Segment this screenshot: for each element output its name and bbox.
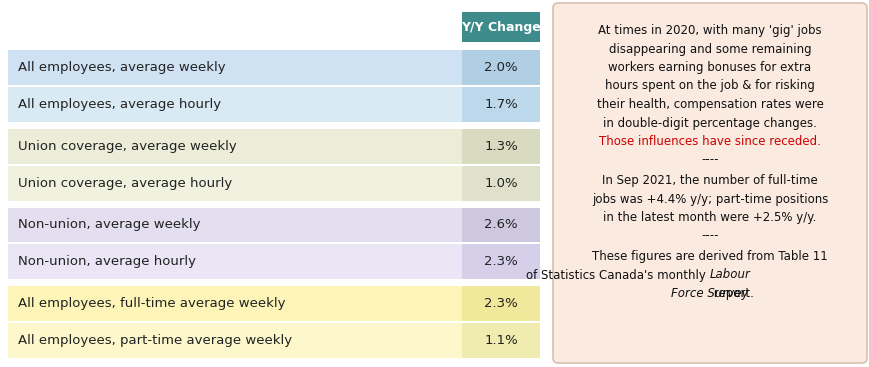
Text: of Statistics Canada's monthly: of Statistics Canada's monthly bbox=[526, 269, 709, 281]
Text: in double-digit percentage changes.: in double-digit percentage changes. bbox=[602, 116, 816, 130]
Text: Labour: Labour bbox=[709, 269, 750, 281]
Text: All employees, part-time average weekly: All employees, part-time average weekly bbox=[18, 334, 292, 347]
Text: These figures are derived from Table 11: These figures are derived from Table 11 bbox=[592, 250, 827, 263]
Bar bbox=[8, 166, 461, 200]
Text: ----: ---- bbox=[700, 153, 718, 167]
Text: All employees, average weekly: All employees, average weekly bbox=[18, 61, 225, 74]
Bar bbox=[461, 50, 540, 85]
Bar bbox=[8, 87, 461, 122]
Text: In Sep 2021, the number of full-time: In Sep 2021, the number of full-time bbox=[601, 174, 817, 187]
Text: jobs was +4.4% y/y; part-time positions: jobs was +4.4% y/y; part-time positions bbox=[591, 193, 827, 206]
Text: Non-union, average weekly: Non-union, average weekly bbox=[18, 218, 200, 232]
Bar bbox=[461, 244, 540, 279]
Bar bbox=[461, 166, 540, 200]
Bar bbox=[461, 87, 540, 122]
Bar bbox=[461, 286, 540, 321]
Text: disappearing and some remaining: disappearing and some remaining bbox=[608, 43, 811, 55]
Text: Force Survey: Force Survey bbox=[671, 287, 748, 300]
Text: Non-union, average hourly: Non-union, average hourly bbox=[18, 255, 196, 268]
Text: Y/Y Change: Y/Y Change bbox=[461, 21, 541, 33]
Text: in the latest month were +2.5% y/y.: in the latest month were +2.5% y/y. bbox=[602, 211, 816, 224]
Text: Union coverage, average weekly: Union coverage, average weekly bbox=[18, 140, 236, 153]
Text: 2.3%: 2.3% bbox=[483, 255, 517, 268]
Text: 2.6%: 2.6% bbox=[484, 218, 517, 232]
Text: 2.3%: 2.3% bbox=[483, 297, 517, 310]
Text: ----: ---- bbox=[700, 229, 718, 243]
Text: 1.0%: 1.0% bbox=[484, 177, 517, 190]
Text: At times in 2020, with many 'gig' jobs: At times in 2020, with many 'gig' jobs bbox=[598, 24, 821, 37]
Text: 1.7%: 1.7% bbox=[483, 98, 517, 111]
Bar bbox=[8, 286, 461, 321]
Text: hours spent on the job & for risking: hours spent on the job & for risking bbox=[604, 80, 814, 92]
Bar bbox=[461, 129, 540, 164]
Bar bbox=[461, 323, 540, 358]
Text: 1.1%: 1.1% bbox=[483, 334, 517, 347]
Text: 1.3%: 1.3% bbox=[483, 140, 517, 153]
Text: Union coverage, average hourly: Union coverage, average hourly bbox=[18, 177, 232, 190]
Bar bbox=[8, 50, 461, 85]
Text: report.: report. bbox=[709, 287, 753, 300]
Text: Those influences have since receded.: Those influences have since receded. bbox=[599, 135, 820, 148]
Bar bbox=[8, 129, 461, 164]
Bar bbox=[461, 207, 540, 242]
Text: their health, compensation rates were: their health, compensation rates were bbox=[596, 98, 822, 111]
Text: All employees, full-time average weekly: All employees, full-time average weekly bbox=[18, 297, 285, 310]
Text: 2.0%: 2.0% bbox=[484, 61, 517, 74]
Bar bbox=[461, 12, 540, 42]
Text: All employees, average hourly: All employees, average hourly bbox=[18, 98, 221, 111]
Bar bbox=[8, 244, 461, 279]
Bar bbox=[8, 207, 461, 242]
Text: workers earning bonuses for extra: workers earning bonuses for extra bbox=[607, 61, 811, 74]
FancyBboxPatch shape bbox=[553, 3, 866, 363]
Bar bbox=[8, 323, 461, 358]
